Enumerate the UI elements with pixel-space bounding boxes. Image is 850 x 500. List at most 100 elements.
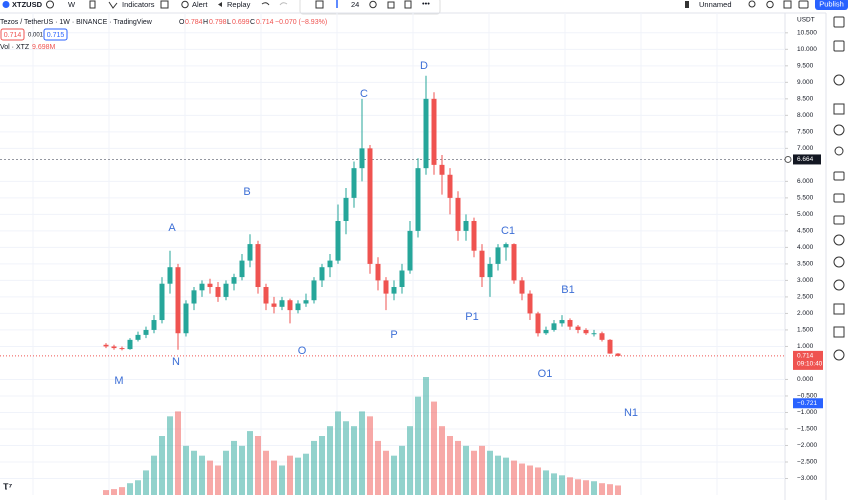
volume-bar <box>143 470 149 495</box>
line-width[interactable]: 24 <box>351 0 359 9</box>
volume-bar <box>247 431 253 495</box>
candle-body <box>447 174 453 198</box>
volume-bar <box>263 450 269 495</box>
candle-body <box>455 197 461 231</box>
layout-button[interactable] <box>685 1 689 8</box>
volume-bar <box>191 450 197 495</box>
candle-body <box>359 148 365 169</box>
legend-o-label: O <box>179 19 185 26</box>
volume-bar <box>327 426 333 495</box>
wave-label: M <box>114 375 123 387</box>
volume-bar <box>423 377 429 495</box>
y-tick-label: 4.000 <box>797 244 814 251</box>
legend-low: 0.699 <box>232 19 250 26</box>
bid-box[interactable] <box>0 28 25 41</box>
compare-button[interactable] <box>46 0 54 9</box>
pine-editor-button[interactable] <box>833 303 845 315</box>
crosshair-badge <box>793 154 821 165</box>
hints-button[interactable] <box>834 146 844 156</box>
volume-bar <box>343 421 349 495</box>
volume-bar <box>559 475 565 495</box>
delete-button[interactable] <box>404 0 412 9</box>
alert-button[interactable]: Alert <box>192 0 208 9</box>
legend-l-label: L <box>227 19 231 26</box>
wave-label: N1 <box>624 407 638 419</box>
volume-bar <box>215 465 221 495</box>
cursor-price: −0.721 <box>797 400 817 407</box>
volume-bar <box>391 455 397 495</box>
layout-name[interactable]: Unnamed <box>699 0 732 9</box>
interval[interactable]: W <box>68 0 76 9</box>
y-tick-label: 10.500 <box>797 30 817 37</box>
symbol[interactable]: XTZUSD <box>12 0 43 9</box>
news-button[interactable] <box>833 103 845 115</box>
chart-type-button[interactable] <box>89 0 96 9</box>
volume-value: 9.698M <box>32 44 56 51</box>
undo-button[interactable] <box>261 2 270 6</box>
bid[interactable]: 0.714 <box>4 32 22 39</box>
drawing-tool-1[interactable] <box>315 0 324 9</box>
candle-body <box>583 329 589 334</box>
object-tree-button[interactable] <box>833 279 845 291</box>
crosshair-icon[interactable] <box>784 155 792 163</box>
messages-button[interactable] <box>833 215 845 225</box>
legend-c-label: C <box>250 19 255 26</box>
publish-button-bg[interactable] <box>815 0 848 10</box>
axis-currency[interactable]: USDT <box>797 17 815 24</box>
volume-pane <box>103 377 621 495</box>
ideas-button[interactable] <box>833 74 845 86</box>
help-button[interactable] <box>833 349 845 361</box>
wave-label: B <box>243 186 250 198</box>
volume-bar <box>543 470 549 495</box>
redo-button[interactable] <box>279 2 288 6</box>
volume-bar <box>415 396 421 495</box>
notifications-button[interactable] <box>833 234 845 246</box>
spread: 0.001 <box>28 33 44 39</box>
publish-button[interactable]: Publish <box>819 0 844 8</box>
calendar-button[interactable] <box>833 124 845 136</box>
wave-label: N <box>172 356 180 368</box>
search-button[interactable] <box>748 0 756 8</box>
settings-button[interactable] <box>369 0 377 9</box>
crosshair-price: 6.664 <box>797 156 814 163</box>
streams-button[interactable] <box>833 193 845 203</box>
indicators-button[interactable]: Indicators <box>122 0 155 9</box>
candle-body <box>151 320 157 330</box>
alert-icon <box>181 0 189 9</box>
volume-bar <box>503 457 509 495</box>
candle-body <box>471 220 477 251</box>
templates-button[interactable] <box>160 0 169 9</box>
candle-body <box>343 197 349 221</box>
ask-box[interactable] <box>43 28 68 41</box>
y-tick-label: 7.500 <box>797 129 814 136</box>
snapshot-button[interactable] <box>798 0 809 9</box>
volume-title: Vol · XTZ <box>0 44 30 51</box>
trading-panel-button[interactable] <box>833 326 845 338</box>
volume-bar <box>551 473 557 495</box>
candle-body <box>367 148 373 264</box>
candle-body <box>167 267 173 284</box>
wave-label: P <box>390 329 397 341</box>
broadcast-button[interactable] <box>833 256 845 268</box>
candle-body <box>375 263 381 281</box>
lock-button[interactable] <box>387 1 395 9</box>
settings-gear[interactable] <box>766 0 774 9</box>
volume-bar <box>175 411 181 495</box>
legend-change: −0.070 (−8.93%) <box>275 19 327 26</box>
y-tick-label: −2.500 <box>797 459 817 466</box>
volume-bar <box>599 483 605 495</box>
candle-body <box>215 287 221 297</box>
chat-button[interactable] <box>833 171 845 181</box>
alerts-button[interactable] <box>833 40 845 52</box>
more-button[interactable]: ••• <box>422 0 430 8</box>
volume-bar <box>359 411 365 495</box>
tradingview-logo[interactable]: Ⲧ⁷ <box>3 481 13 491</box>
replay-button[interactable]: Replay <box>227 0 251 9</box>
watchlist-button[interactable] <box>833 16 845 28</box>
fullscreen-button[interactable] <box>783 0 792 9</box>
y-tick-label: 8.500 <box>797 96 814 103</box>
candle-body <box>407 230 413 271</box>
candle-body <box>303 300 309 304</box>
ask[interactable]: 0.715 <box>47 32 65 39</box>
